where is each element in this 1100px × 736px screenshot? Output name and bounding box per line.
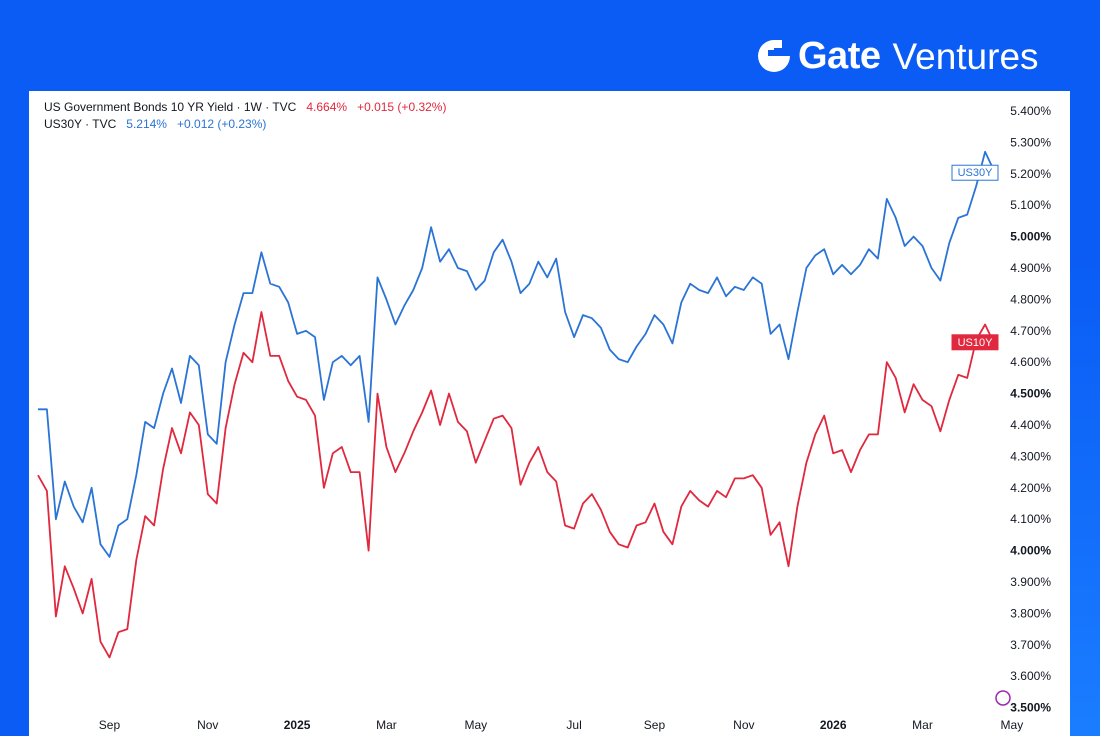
legend-us10y-value: 4.664% [306, 100, 348, 114]
gate-ventures-logo: Gate Ventures [754, 32, 1039, 80]
x-tick-label: Mar [912, 718, 933, 732]
y-tick-label: 4.700% [1010, 324, 1051, 338]
gate-logo-icon [758, 40, 790, 72]
yield-chart: 5.400% 5.300% 5.200% 5.100% 5.000% 4.900% 4.80… [37, 104, 1051, 732]
legend-us30y-change: +0.012 (+0.23%) [177, 117, 267, 131]
x-tick-label: Sep [99, 718, 121, 732]
y-tick-label: 5.400% [1010, 104, 1051, 118]
x-tick-label: May [464, 718, 487, 732]
x-tick-label: Jul [566, 718, 581, 732]
y-tick-label: 4.500% [1010, 387, 1051, 401]
chart-legend: US Government Bonds 10 YR Yield · 1W · T… [44, 99, 446, 133]
x-tick-label: 2026 [820, 718, 847, 732]
y-tick-label: 4.200% [1010, 481, 1051, 495]
legend-us10y-name: US Government Bonds 10 YR Yield · 1W · T… [44, 100, 297, 114]
y-tick-label: 3.500% [1010, 701, 1051, 715]
y-tick-label: 4.600% [1010, 355, 1051, 369]
marker-circle-icon [995, 690, 1011, 706]
y-tick-label: 4.300% [1010, 449, 1051, 463]
y-tick-label: 5.300% [1010, 135, 1051, 149]
x-tick-label: Nov [197, 718, 218, 732]
brand-name: Gate [798, 35, 881, 77]
y-tick-label: 5.100% [1010, 198, 1051, 212]
x-tick-label: Sep [644, 718, 666, 732]
legend-us30y-value: 5.214% [126, 117, 167, 131]
y-tick-label: 4.000% [1010, 544, 1051, 558]
price-label-us10y: US10Y [951, 334, 999, 351]
y-tick-label: 3.600% [1010, 669, 1051, 683]
brand-sub: Ventures [892, 35, 1039, 77]
y-tick-label: 3.800% [1010, 606, 1051, 620]
price-label-text: US10Y [958, 337, 994, 349]
y-tick-label: 5.200% [1010, 167, 1051, 181]
legend-us10y-change: +0.015 (+0.32%) [357, 100, 447, 114]
y-tick-label: 3.700% [1010, 638, 1051, 652]
legend-us30y-name: US30Y · TVC [44, 117, 117, 131]
series-line-us10y [37, 311, 995, 659]
y-tick-label: 4.900% [1010, 261, 1051, 275]
x-tick-label: 2025 [284, 718, 311, 732]
x-tick-label: Mar [376, 718, 397, 732]
y-tick-label: 4.800% [1010, 292, 1051, 306]
legend-us10y[interactable]: US Government Bonds 10 YR Yield · 1W · T… [44, 99, 446, 116]
background-accent [1068, 260, 1100, 736]
x-tick-label: Nov [733, 718, 754, 732]
chart-panel: 5.400% 5.300% 5.200% 5.100% 5.000% 4.900% 4.80… [29, 91, 1070, 736]
x-tick-label: May [1001, 718, 1024, 732]
y-tick-label: 3.900% [1010, 575, 1051, 589]
price-label-text: US30Y [958, 167, 994, 179]
price-label-us30y: US30Y [951, 164, 999, 181]
y-tick-label: 4.400% [1010, 418, 1051, 432]
y-tick-label: 4.100% [1010, 512, 1051, 526]
legend-us30y[interactable]: US30Y · TVC 5.214% +0.012 (+0.23%) [44, 116, 446, 133]
series-line-us30y [38, 150, 995, 558]
y-tick-label: 5.000% [1010, 230, 1051, 244]
